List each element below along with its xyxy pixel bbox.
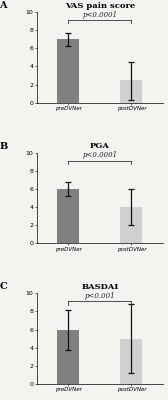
- Text: p<0.0001: p<0.0001: [82, 11, 118, 19]
- Bar: [120, 207, 142, 243]
- Text: p<0.0001: p<0.0001: [82, 152, 118, 160]
- Text: p<0.001: p<0.001: [85, 292, 115, 300]
- Bar: [57, 39, 79, 103]
- Text: A: A: [0, 1, 7, 10]
- Bar: [120, 80, 142, 103]
- Bar: [57, 330, 79, 384]
- Text: C: C: [0, 282, 7, 291]
- Text: B: B: [0, 142, 7, 151]
- Bar: [57, 189, 79, 243]
- Title: PGA: PGA: [90, 142, 110, 150]
- Title: VAS pain score: VAS pain score: [65, 2, 135, 10]
- Title: BASDAI: BASDAI: [81, 283, 119, 291]
- Bar: [120, 339, 142, 384]
